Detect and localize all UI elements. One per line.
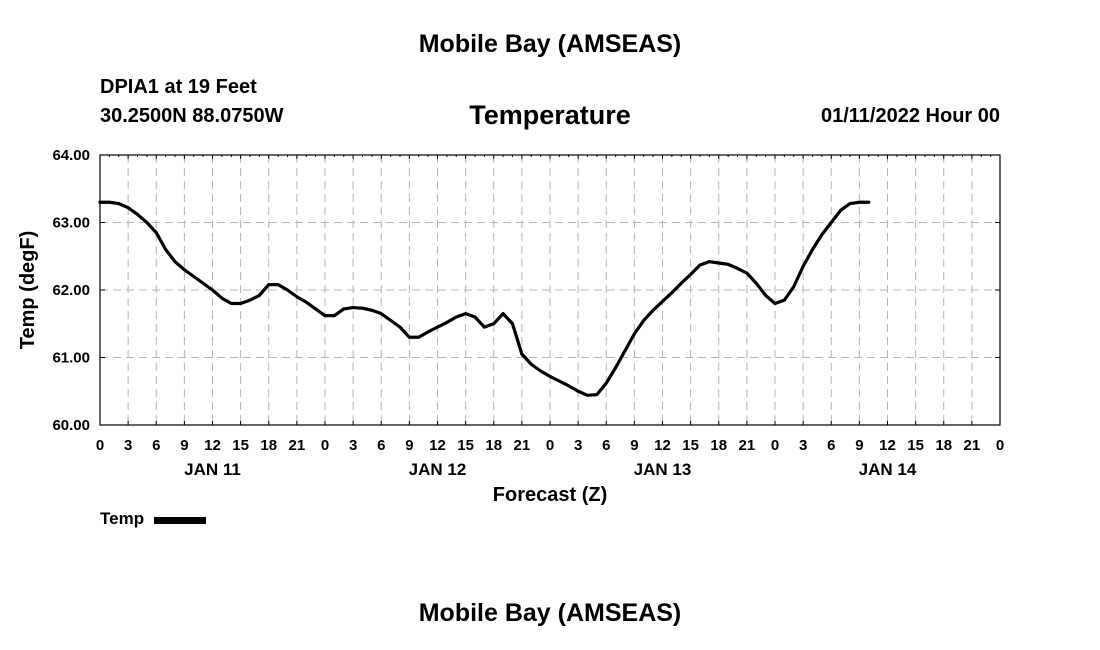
- day-label: JAN 11: [184, 460, 241, 479]
- x-tick-label: 3: [349, 437, 357, 454]
- day-label: JAN 12: [409, 460, 467, 479]
- y-tick-label: 60.00: [52, 417, 90, 434]
- forecast-datetime: 01/11/2022 Hour 00: [820, 105, 1000, 127]
- x-tick-label: 9: [180, 437, 188, 454]
- x-tick-label: 0: [996, 437, 1004, 454]
- x-tick-label: 15: [682, 437, 699, 454]
- x-tick-label: 6: [827, 437, 835, 454]
- x-tick-label: 0: [546, 437, 554, 454]
- x-tick-label: 18: [260, 437, 277, 454]
- plot-frame: [99, 154, 1001, 426]
- y-tick-label: 64.00: [52, 147, 90, 164]
- x-tick-label: 3: [799, 437, 807, 454]
- x-tick-label: 0: [96, 437, 104, 454]
- y-tick-label: 61.00: [52, 350, 90, 367]
- series-layer: [98, 200, 871, 397]
- station-label: DPIA1 at 19 Feet: [100, 76, 257, 98]
- x-tick-label: 21: [739, 437, 756, 454]
- day-label: JAN 14: [859, 460, 917, 479]
- legend: Temp: [100, 509, 207, 529]
- x-tick-label: 12: [204, 437, 221, 454]
- x-tick-label: 18: [935, 437, 952, 454]
- x-tick-label: 6: [377, 437, 385, 454]
- x-tick-label: 9: [630, 437, 638, 454]
- grid-lines: [100, 155, 1000, 425]
- plot-title: Temperature: [469, 100, 631, 130]
- axis-labels: 0 3 6 9 12 15 18 21 0 3 6 9 12 15 18 21 0 3 6 9 12 15 18 21 0 3 6 9…: [17, 147, 1004, 506]
- legend-label: Temp: [100, 509, 145, 528]
- x-tick-label: 12: [654, 437, 671, 454]
- x-tick-label: 21: [514, 437, 531, 454]
- x-tick-label: 18: [485, 437, 502, 454]
- x-tick-label: 12: [429, 437, 446, 454]
- x-tick-label: 0: [321, 437, 329, 454]
- y-tick-label: 63.00: [52, 215, 90, 232]
- x-axis-label: Forecast (Z): [493, 484, 607, 506]
- station-coordinates: 30.2500N 88.0750W: [100, 105, 284, 127]
- x-tick-label: 21: [289, 437, 306, 454]
- y-tick-label: 62.00: [52, 282, 90, 299]
- legend-swatch: [154, 517, 207, 524]
- y-axis-label: Temp (degF): [17, 231, 39, 350]
- x-tick-label: 21: [964, 437, 981, 454]
- x-tick-label: 15: [232, 437, 249, 454]
- x-tick-label: 3: [574, 437, 582, 454]
- x-tick-label: 9: [855, 437, 863, 454]
- x-tick-label: 0: [771, 437, 779, 454]
- day-label: JAN 13: [634, 460, 692, 479]
- x-tick-label: 6: [602, 437, 610, 454]
- x-tick-label: 15: [457, 437, 474, 454]
- x-tick-label: 9: [405, 437, 413, 454]
- x-tick-label: 6: [152, 437, 160, 454]
- axes: [99, 154, 1001, 426]
- x-tick-label: 12: [879, 437, 896, 454]
- chart-title-bottom: Mobile Bay (AMSEAS): [418, 599, 682, 627]
- temp-series-line: [98, 200, 871, 397]
- x-tick-label: 3: [124, 437, 132, 454]
- x-tick-label: 15: [907, 437, 924, 454]
- chart-title: Mobile Bay (AMSEAS): [418, 30, 682, 58]
- x-tick-label: 18: [710, 437, 727, 454]
